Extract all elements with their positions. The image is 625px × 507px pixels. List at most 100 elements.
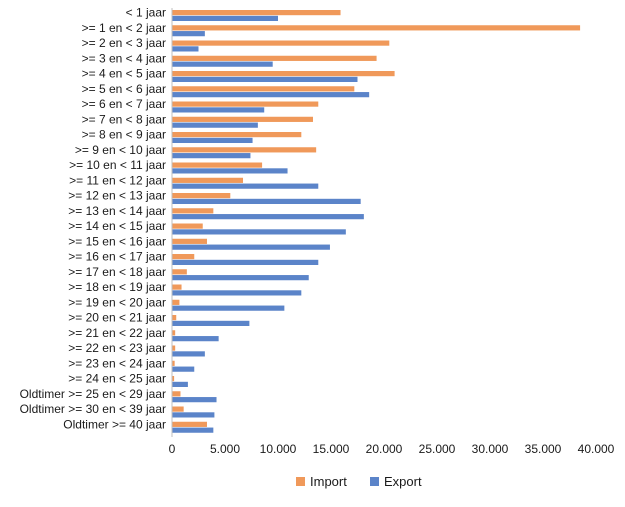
bar-import-20 <box>172 315 177 321</box>
bar-export-10 <box>172 168 288 174</box>
bar-export-3 <box>172 61 273 67</box>
category-label-18: >= 18 en < 19 jaar <box>68 280 166 294</box>
bar-import-18 <box>172 284 182 290</box>
bar-export-27 <box>172 427 214 433</box>
bar-export-11 <box>172 183 319 189</box>
x-tick-label-4: 20.000 <box>366 442 403 456</box>
bar-export-22 <box>172 351 205 357</box>
category-labels: < 1 jaar>= 1 en < 2 jaar>= 2 en < 3 jaar… <box>20 6 166 432</box>
category-label-27: Oldtimer >= 40 jaar <box>63 417 166 431</box>
category-label-16: >= 16 en < 17 jaar <box>68 250 166 264</box>
bar-import-14 <box>172 223 203 229</box>
bar-import-17 <box>172 269 187 275</box>
bar-import-27 <box>172 421 207 427</box>
x-tick-label-5: 25.000 <box>419 442 456 456</box>
bar-export-6 <box>172 107 265 113</box>
bar-export-26 <box>172 412 215 418</box>
category-label-9: >= 9 en < 10 jaar <box>75 143 166 157</box>
bar-import-5 <box>172 86 355 92</box>
x-tick-label-8: 40.000 <box>578 442 615 456</box>
bar-import-23 <box>172 360 175 366</box>
category-label-20: >= 20 en < 21 jaar <box>68 311 166 325</box>
bar-import-21 <box>172 330 176 336</box>
bar-export-21 <box>172 336 219 342</box>
bar-export-25 <box>172 397 217 403</box>
bar-export-16 <box>172 259 319 265</box>
bar-import-22 <box>172 345 176 351</box>
category-label-26: Oldtimer >= 30 en < 39 jaar <box>20 402 166 416</box>
bar-import-12 <box>172 193 231 199</box>
category-label-17: >= 17 en < 18 jaar <box>68 265 166 279</box>
category-label-10: >= 10 en < 11 jaar <box>69 158 166 172</box>
bar-import-15 <box>172 238 207 244</box>
x-tick-labels: 0 5.000 10.000 15.000 20.000 25.000 30.000 35.0… <box>169 442 615 456</box>
category-label-5: >= 5 en < 6 jaar <box>82 82 166 96</box>
bar-export-12 <box>172 198 361 204</box>
bar-import-4 <box>172 71 395 77</box>
bar-import-25 <box>172 391 181 397</box>
category-label-6: >= 6 en < 7 jaar <box>82 97 166 111</box>
bar-import-7 <box>172 116 313 122</box>
bar-export-15 <box>172 244 330 250</box>
x-tick-label-0: 0 <box>169 442 176 456</box>
category-label-15: >= 15 en < 16 jaar <box>68 234 166 248</box>
bar-import-1 <box>172 25 581 31</box>
bar-export-9 <box>172 153 251 159</box>
category-label-13: >= 13 en < 14 jaar <box>68 204 166 218</box>
legend-label-import: Import <box>310 474 347 489</box>
category-label-4: >= 4 en < 5 jaar <box>82 67 166 81</box>
legend-swatch-export <box>370 477 379 486</box>
x-tick-label-6: 30.000 <box>472 442 509 456</box>
bar-export-20 <box>172 320 250 326</box>
category-label-12: >= 12 en < 13 jaar <box>68 189 166 203</box>
legend: Import Export <box>296 474 422 489</box>
category-label-3: >= 3 en < 4 jaar <box>82 51 166 65</box>
bar-export-5 <box>172 92 370 98</box>
category-label-0: < 1 jaar <box>126 6 166 20</box>
bar-export-13 <box>172 214 364 220</box>
bar-import-24 <box>172 376 175 382</box>
bar-export-14 <box>172 229 346 235</box>
bar-export-2 <box>172 46 199 52</box>
bar-export-18 <box>172 290 302 296</box>
category-label-14: >= 14 en < 15 jaar <box>68 219 166 233</box>
bar-export-1 <box>172 31 205 37</box>
bar-export-24 <box>172 381 188 387</box>
bar-import-16 <box>172 254 195 260</box>
x-tick-label-1: 5.000 <box>210 442 240 456</box>
bar-export-8 <box>172 137 253 143</box>
category-label-24: >= 24 en < 25 jaar <box>68 372 166 386</box>
bar-export-17 <box>172 275 309 281</box>
bar-export-23 <box>172 366 195 372</box>
bar-import-3 <box>172 55 377 61</box>
x-tick-label-3: 15.000 <box>313 442 350 456</box>
category-label-22: >= 22 en < 23 jaar <box>68 341 166 355</box>
legend-label-export: Export <box>384 474 422 489</box>
bar-import-11 <box>172 177 244 183</box>
bar-import-10 <box>172 162 263 168</box>
bar-export-7 <box>172 122 258 128</box>
category-label-19: >= 19 en < 20 jaar <box>68 295 166 309</box>
x-tick-label-7: 35.000 <box>525 442 562 456</box>
bar-import-19 <box>172 299 180 305</box>
category-label-25: Oldtimer >= 25 en < 29 jaar <box>20 387 166 401</box>
category-label-21: >= 21 en < 22 jaar <box>68 326 166 340</box>
x-tick-label-2: 10.000 <box>260 442 297 456</box>
bar-export-0 <box>172 15 278 21</box>
category-label-1: >= 1 en < 2 jaar <box>82 21 166 35</box>
bars-group <box>172 10 581 433</box>
bar-import-9 <box>172 147 317 153</box>
bar-import-2 <box>172 40 390 46</box>
bar-import-13 <box>172 208 214 214</box>
bar-import-26 <box>172 406 184 412</box>
category-label-11: >= 11 en < 12 jaar <box>69 173 166 187</box>
bar-export-19 <box>172 305 285 311</box>
bar-export-4 <box>172 76 358 82</box>
category-label-2: >= 2 en < 3 jaar <box>82 36 166 50</box>
bar-import-8 <box>172 132 302 138</box>
legend-swatch-import <box>296 477 305 486</box>
category-label-7: >= 7 en < 8 jaar <box>82 112 166 126</box>
bar-import-6 <box>172 101 319 107</box>
bar-import-0 <box>172 10 341 16</box>
